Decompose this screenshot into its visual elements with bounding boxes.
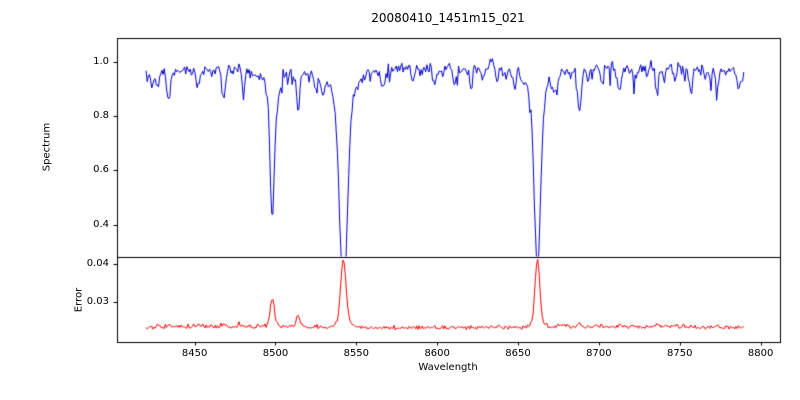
x-tick-label: 8650	[505, 348, 531, 359]
x-tick-label: 8450	[181, 348, 208, 359]
spectrum-y-tick-label: 0.6	[93, 164, 109, 176]
x-tick-label: 8800	[747, 348, 774, 359]
chart-title: 20080410_1451m15_021	[371, 11, 525, 25]
spectrum-y-tick-label: 1.0	[93, 56, 109, 68]
x-tick-label: 8700	[586, 348, 612, 359]
x-tick-label: 8750	[667, 348, 693, 359]
x-axis-label: Wavelength	[418, 362, 478, 373]
error-y-tick-label: 0.04	[86, 257, 109, 269]
spectrum-y-tick-label: 0.4	[93, 218, 109, 230]
x-tick-label: 8600	[424, 348, 450, 359]
spectrum-y-tick-label: 0.8	[93, 110, 109, 122]
x-tick-label: 8500	[262, 348, 289, 359]
error-y-tick-label: 0.03	[86, 296, 109, 308]
spectrum-y-axis-label: Spectrum	[41, 122, 53, 172]
x-tick-label: 8550	[343, 348, 370, 359]
